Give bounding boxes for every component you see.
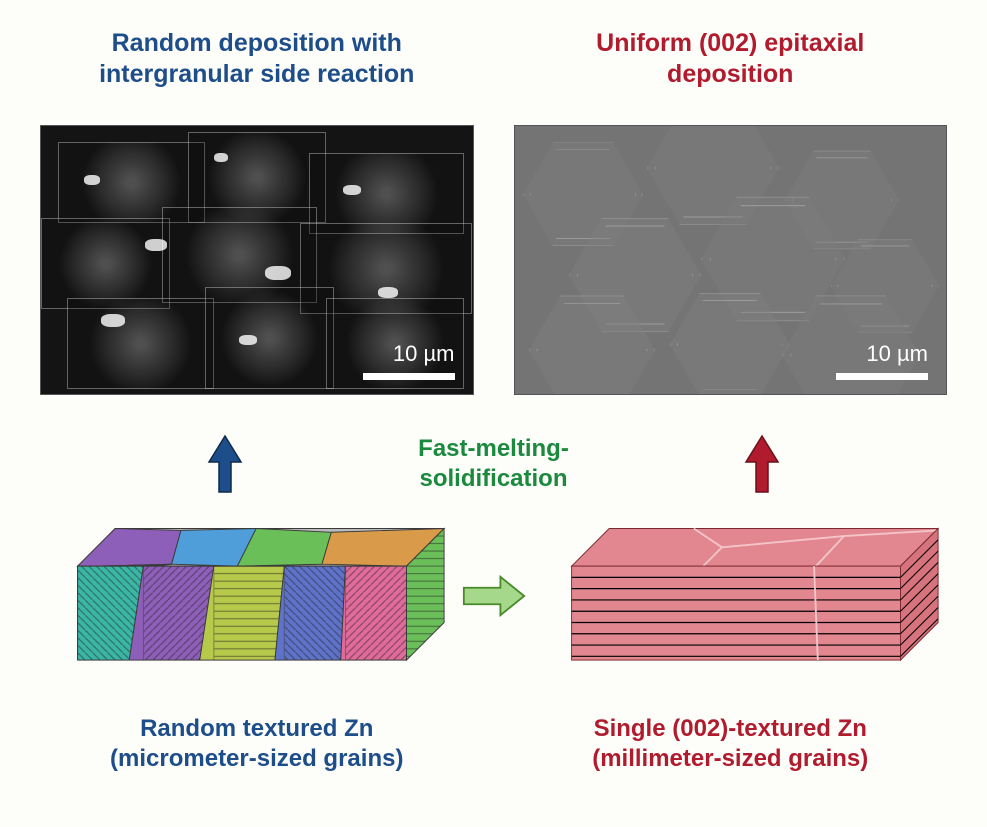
scalebar-label: 10 µm (836, 341, 928, 367)
scalebar-line (836, 373, 928, 380)
title-right: Uniform (002) epitaxialdeposition (514, 20, 948, 125)
sem-image-left: 10 µm (40, 125, 474, 395)
arrow-right-icon (462, 571, 526, 621)
schematic-left-svg (40, 509, 454, 689)
scalebar-label: 10 µm (363, 341, 455, 367)
arrow-up-left (40, 434, 410, 494)
scalebar-left: 10 µm (363, 341, 455, 380)
schematic-left (40, 509, 454, 689)
scalebar-right: 10 µm (836, 341, 928, 380)
schematic-right-svg (534, 509, 948, 689)
process-label: Fast-melting-solidification (410, 434, 577, 494)
scalebar-line (363, 373, 455, 380)
title-left: Random deposition withintergranular side… (40, 20, 474, 125)
schematic-right (534, 509, 948, 689)
arrow-up-icon (744, 434, 780, 494)
process-arrow (462, 571, 526, 626)
sem-image-right: 10 µm (514, 125, 948, 395)
caption-right: Single (002)-textured Zn(millimeter-size… (514, 700, 948, 797)
arrow-up-icon (207, 434, 243, 494)
caption-left: Random textured Zn(micrometer-sized grai… (40, 700, 474, 797)
arrow-up-right (577, 434, 947, 494)
